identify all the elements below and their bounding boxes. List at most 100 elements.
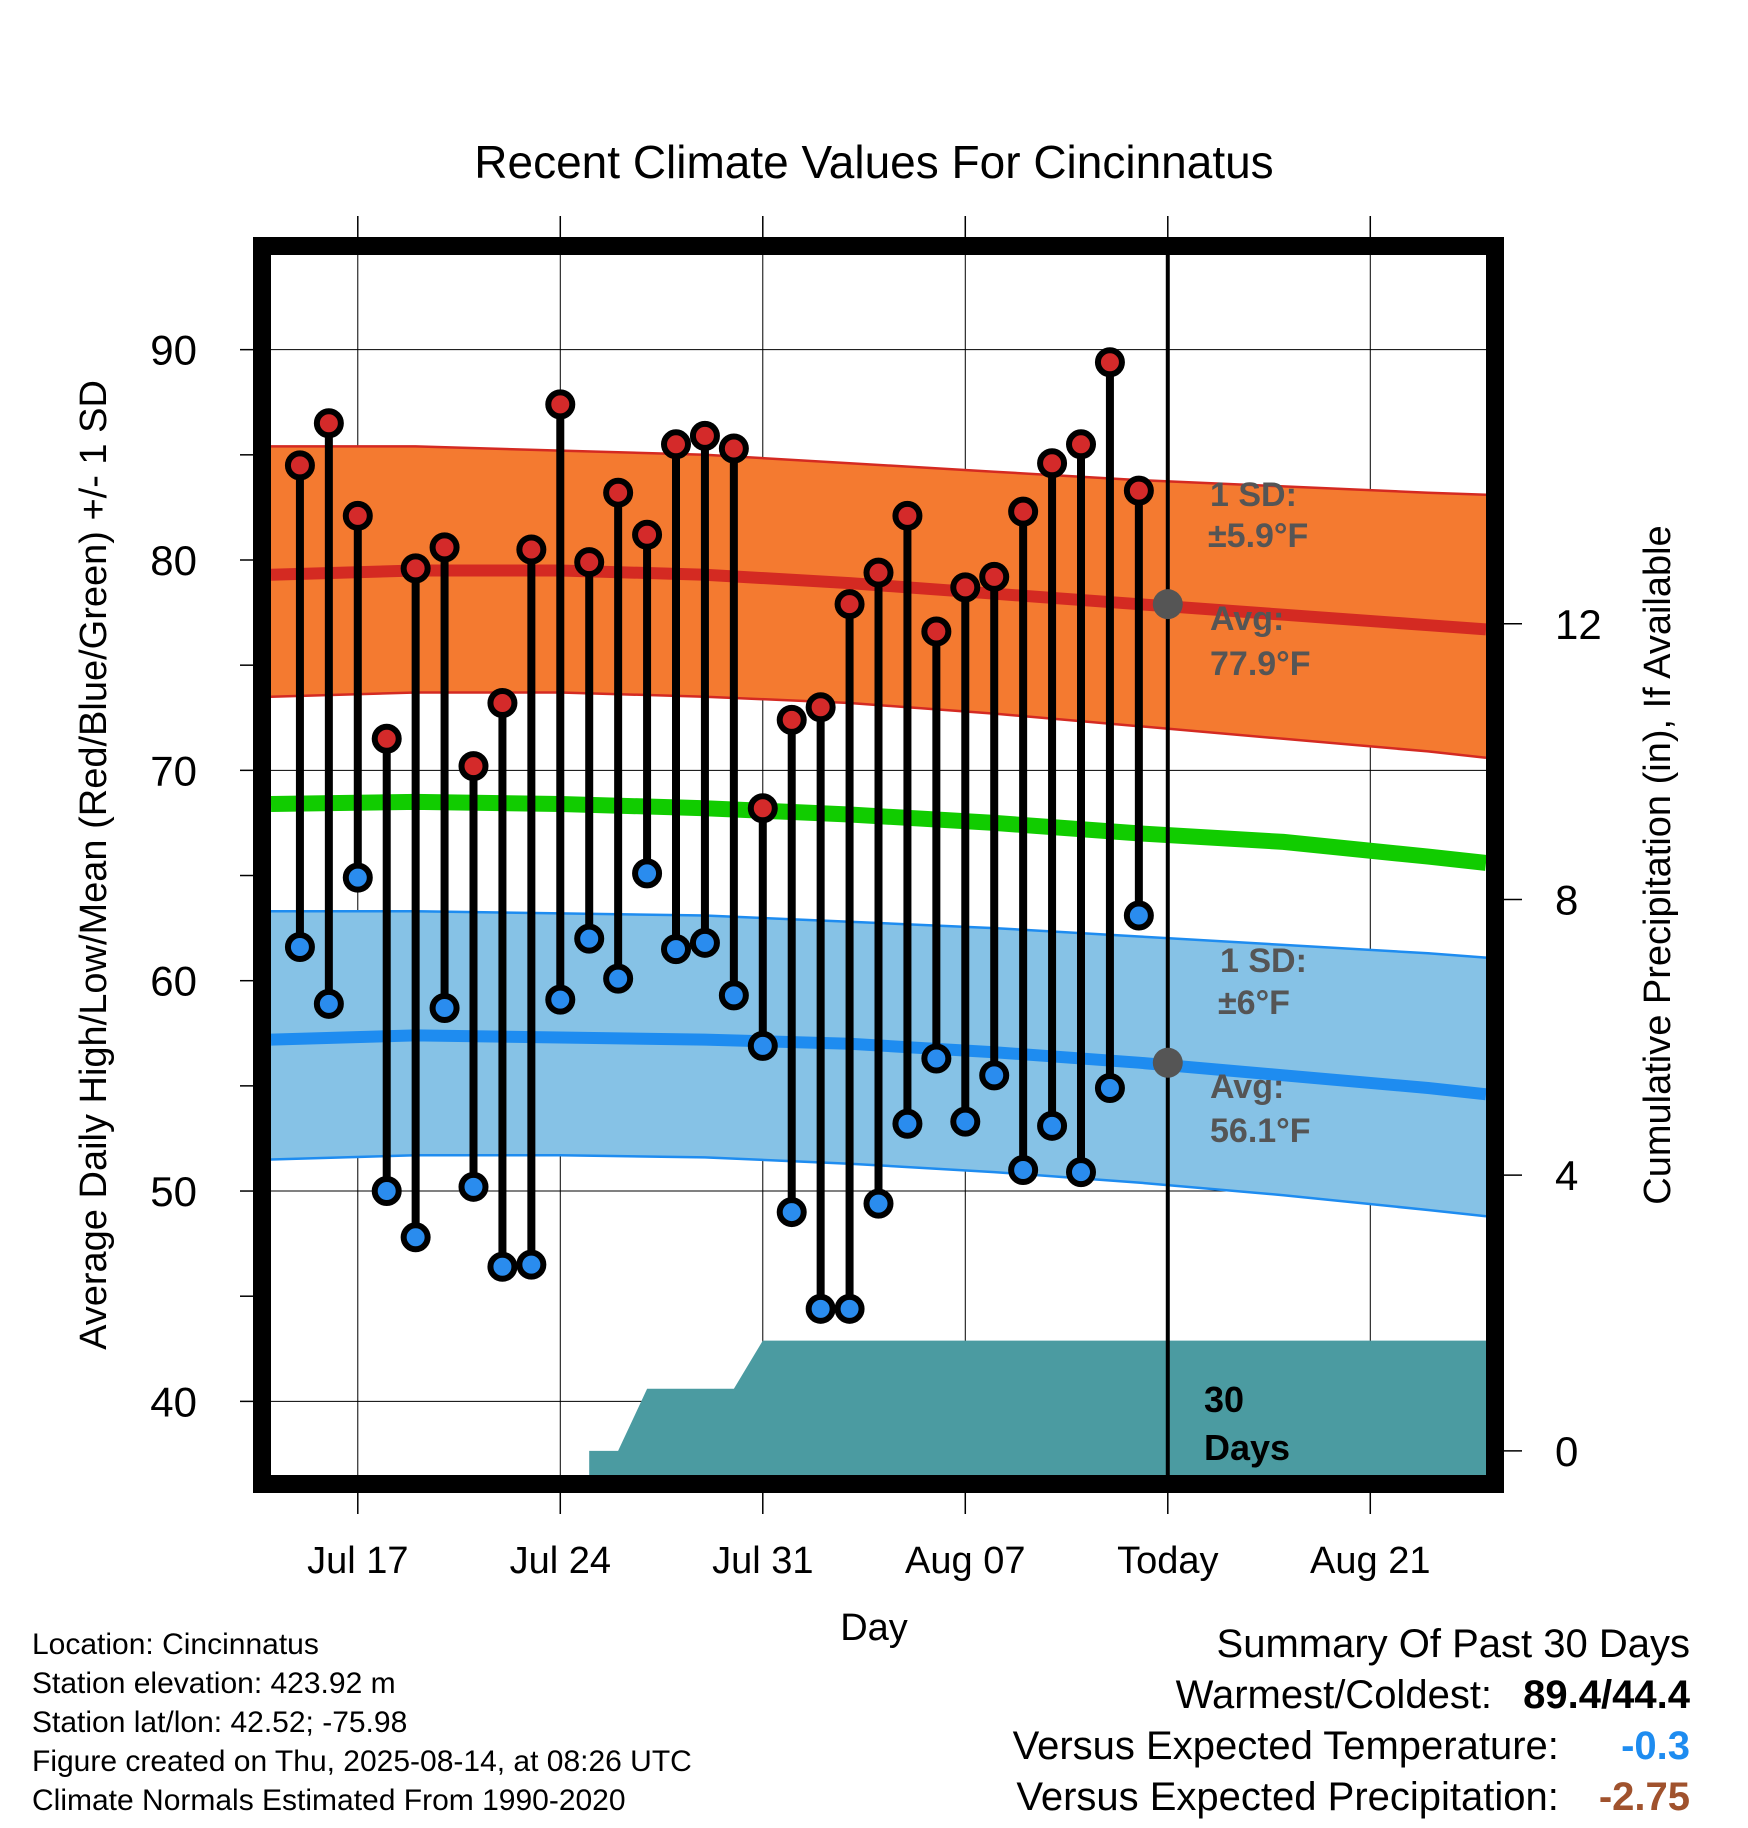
- low-temp-point: [921, 1043, 952, 1074]
- x-tick-label: Aug 07: [905, 1540, 1025, 1582]
- y2-tick-label: 12: [1555, 601, 1602, 648]
- x-tick-label: Jul 24: [510, 1540, 611, 1582]
- summary-temp-label: Versus Expected Temperature:: [1012, 1724, 1559, 1768]
- y2-tick-label: 4: [1555, 1152, 1578, 1199]
- low-temp-point: [603, 963, 634, 994]
- high-temp-point: [458, 751, 489, 782]
- high-temp-point: [718, 433, 749, 464]
- low-temp-point: [661, 934, 691, 965]
- high-temp-point: [1094, 347, 1125, 378]
- y2-tick-label: 8: [1555, 876, 1578, 923]
- y-tick-label: 60: [150, 958, 197, 1005]
- today-low-normal-marker: [1152, 1047, 1183, 1078]
- high-sd-value: ±5.9°F: [1208, 517, 1308, 555]
- low-sd-value: ±6°F: [1218, 984, 1290, 1022]
- low-sd-band-upper-edge: [271, 910, 1486, 959]
- high-temp-point: [979, 561, 1010, 592]
- high-temp-point: [805, 692, 836, 723]
- meta-location: Location: Cincinnatus: [32, 1628, 319, 1661]
- y-tick-label: 80: [150, 537, 197, 584]
- low-temp-point: [689, 927, 720, 958]
- x-tick-label: Jul 31: [712, 1540, 813, 1582]
- high-temp-point: [1066, 429, 1096, 460]
- low-normal-line: [271, 1029, 1486, 1101]
- low-temp-point: [1066, 1157, 1096, 1188]
- high-temp-point: [574, 547, 605, 578]
- low-sd-label: 1 SD:: [1220, 942, 1307, 980]
- high-temp-point: [1123, 475, 1154, 506]
- summary-precip-label: Versus Expected Precipitation:: [1016, 1775, 1559, 1819]
- low-temp-point: [400, 1222, 431, 1253]
- low-temp-point: [371, 1176, 402, 1207]
- meta-latlon: Station lat/lon: 42.52; -75.98: [32, 1706, 408, 1739]
- high-temp-point: [834, 589, 865, 620]
- summary-precip-value: -2.75: [1598, 1775, 1690, 1819]
- summary-title: Summary Of Past 30 Days: [1216, 1622, 1690, 1666]
- high-avg-value: 77.9°F: [1210, 645, 1311, 683]
- high-sd-band-upper-edge: [271, 445, 1486, 497]
- high-temp-point: [371, 723, 402, 754]
- high-temp-point: [487, 688, 518, 719]
- low-temp-point: [863, 1188, 894, 1219]
- low-avg-label: Avg:: [1210, 1068, 1284, 1106]
- high-temp-point: [1008, 496, 1039, 527]
- high-temp-point: [632, 519, 663, 550]
- y-tick-label: 40: [150, 1378, 197, 1425]
- low-sd-band-lower-edge: [271, 1154, 1486, 1218]
- y2-tick-label: 0: [1555, 1428, 1578, 1475]
- x-tick-label: Aug 21: [1310, 1540, 1430, 1582]
- low-temp-point: [632, 858, 663, 889]
- low-temp-point: [487, 1251, 518, 1282]
- y2-axis-label: Cumulative Precipitation (in), If Availa…: [1637, 525, 1679, 1204]
- daily-range-stems: [295, 362, 1143, 1309]
- high-temp-point: [516, 534, 547, 565]
- summary-warm-cold-label: Warmest/Coldest:: [1175, 1673, 1493, 1717]
- low-temp-point: [284, 932, 315, 963]
- y-tick-label: 90: [150, 327, 197, 374]
- high-sd-label: 1 SD:: [1210, 476, 1297, 514]
- summary-temp: Versus Expected Temperature: -0.3: [1013, 1724, 1690, 1769]
- low-temp-point: [776, 1197, 807, 1228]
- precip-period-unit: Days: [1204, 1427, 1290, 1468]
- high-temp-point: [429, 532, 460, 563]
- x-tick-label: Jul 17: [307, 1540, 408, 1582]
- low-temp-point: [747, 1030, 778, 1061]
- y-tick-label: 70: [150, 747, 197, 794]
- high-avg-label: Avg:: [1210, 600, 1284, 638]
- low-temp-point: [1008, 1155, 1039, 1185]
- high-temp-point: [1037, 448, 1068, 479]
- low-temp-point: [892, 1108, 923, 1139]
- low-temp-point: [805, 1293, 836, 1324]
- high-temp-point: [342, 500, 373, 531]
- meta-elevation: Station elevation: 423.92 m: [32, 1667, 396, 1700]
- precip-cumulative-area: [589, 1340, 1486, 1475]
- precip-period-label: 30: [1204, 1379, 1244, 1420]
- low-temp-point: [545, 984, 576, 1015]
- annotations: 1 SD: ±5.9°F Avg: 77.9°F 1 SD: ±6°F Avg:…: [1204, 476, 1311, 1468]
- low-temp-point: [458, 1171, 489, 1202]
- x-tick-label: Today: [1117, 1540, 1218, 1582]
- high-temp-point: [603, 477, 634, 508]
- high-temp-point: [284, 450, 315, 481]
- high-temp-point: [921, 616, 952, 647]
- low-temp-point: [313, 988, 344, 1019]
- daily-markers: [284, 347, 1183, 1324]
- high-temp-point: [747, 793, 778, 824]
- summary-warm-cold-value: 89.4/44.4: [1523, 1673, 1690, 1717]
- high-temp-point: [776, 704, 807, 735]
- low-temp-point: [516, 1249, 547, 1280]
- summary-warm-cold: Warmest/Coldest: 89.4/44.4: [1176, 1673, 1690, 1718]
- mean-normal-line: [271, 793, 1486, 871]
- high-temp-point: [313, 408, 344, 439]
- high-temp-point: [892, 500, 923, 531]
- high-normal-line: [271, 564, 1486, 636]
- low-temp-point: [574, 923, 605, 954]
- low-temp-point: [1037, 1110, 1068, 1141]
- low-temp-point: [950, 1106, 981, 1137]
- low-temp-point: [342, 862, 373, 893]
- left-axis-ticks: 40 50 60 70 80 90: [150, 327, 253, 1425]
- low-temp-point: [834, 1293, 865, 1324]
- plot-frame: [253, 237, 1504, 1493]
- high-temp-point: [950, 572, 981, 603]
